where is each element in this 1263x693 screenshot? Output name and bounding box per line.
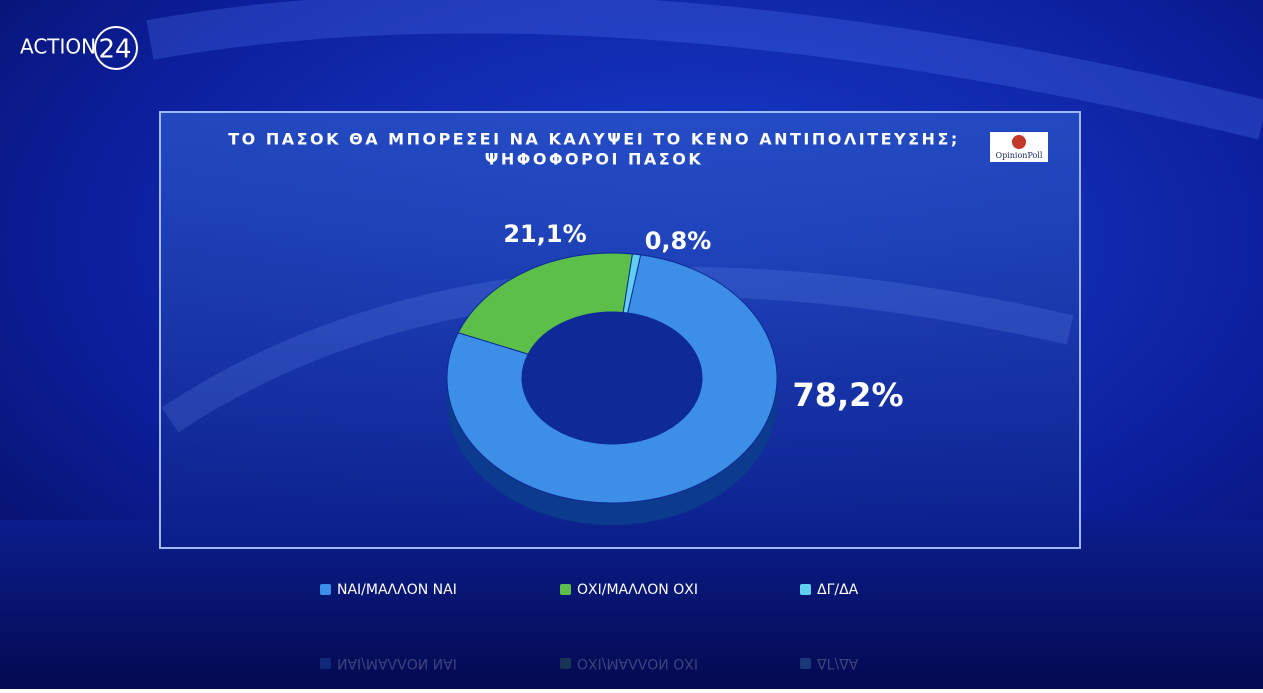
legend-label: ΝΑΙ/ΜΑΛΛΟΝ ΝΑΙ — [337, 582, 457, 598]
brand-ring — [94, 26, 138, 70]
slice — [446, 254, 778, 504]
brand-name: ACTION — [20, 35, 96, 59]
legend-swatch — [800, 658, 811, 669]
source-name: OpinionPoll — [996, 151, 1043, 160]
data-label: 78,2% — [792, 376, 903, 414]
data-label: 0,8% — [645, 227, 712, 255]
legend-label: ΟΧΙ/ΜΑΛΛΟΝ ΟΧΙ — [577, 655, 698, 671]
decor-swoosh — [146, 0, 1263, 140]
legend: ΝΑΙ/ΜΑΛΛΟΝ ΝΑΙ ΟΧΙ/ΜΑΛΛΟΝ ΟΧΙ ΔΓ/ΔΑ — [320, 582, 859, 598]
legend-swatch — [800, 584, 811, 595]
legend-swatch — [320, 658, 331, 669]
legend-label: ΝΑΙ/ΜΑΛΛΟΝ ΝΑΙ — [337, 655, 457, 671]
legend-swatch — [560, 584, 571, 595]
brand-number: 24 — [98, 35, 131, 65]
chart-subtitle: ΨΗΦΟΦΟΡΟΙ ΠΑΣΟΚ — [485, 150, 703, 169]
donut — [446, 252, 778, 504]
legend-label: ΔΓ/ΔΑ — [817, 582, 859, 598]
legend-swatch — [560, 658, 571, 669]
data-label: 21,1% — [503, 220, 586, 248]
legend-swatch — [320, 584, 331, 595]
legend-label: ΟΧΙ/ΜΑΛΛΟΝ ΟΧΙ — [577, 582, 698, 598]
legend-reflection: ΝΑΙ/ΜΑΛΛΟΝ ΝΑΙ ΟΧΙ/ΜΑΛΛΟΝ ΟΧΙ ΔΓ/ΔΑ — [320, 655, 859, 671]
donut-hole — [522, 312, 702, 444]
legend-label: ΔΓ/ΔΑ — [817, 655, 859, 671]
source-logo-dot — [1012, 135, 1026, 149]
labels: 78,2% 21,1% 0,8% — [503, 220, 903, 414]
chart-title: ΤΟ ΠΑΣΟΚ ΘΑ ΜΠΟΡΕΣΕΙ ΝΑ ΚΑΛΥΨΕΙ ΤΟ ΚΕΝΟ … — [228, 130, 960, 149]
